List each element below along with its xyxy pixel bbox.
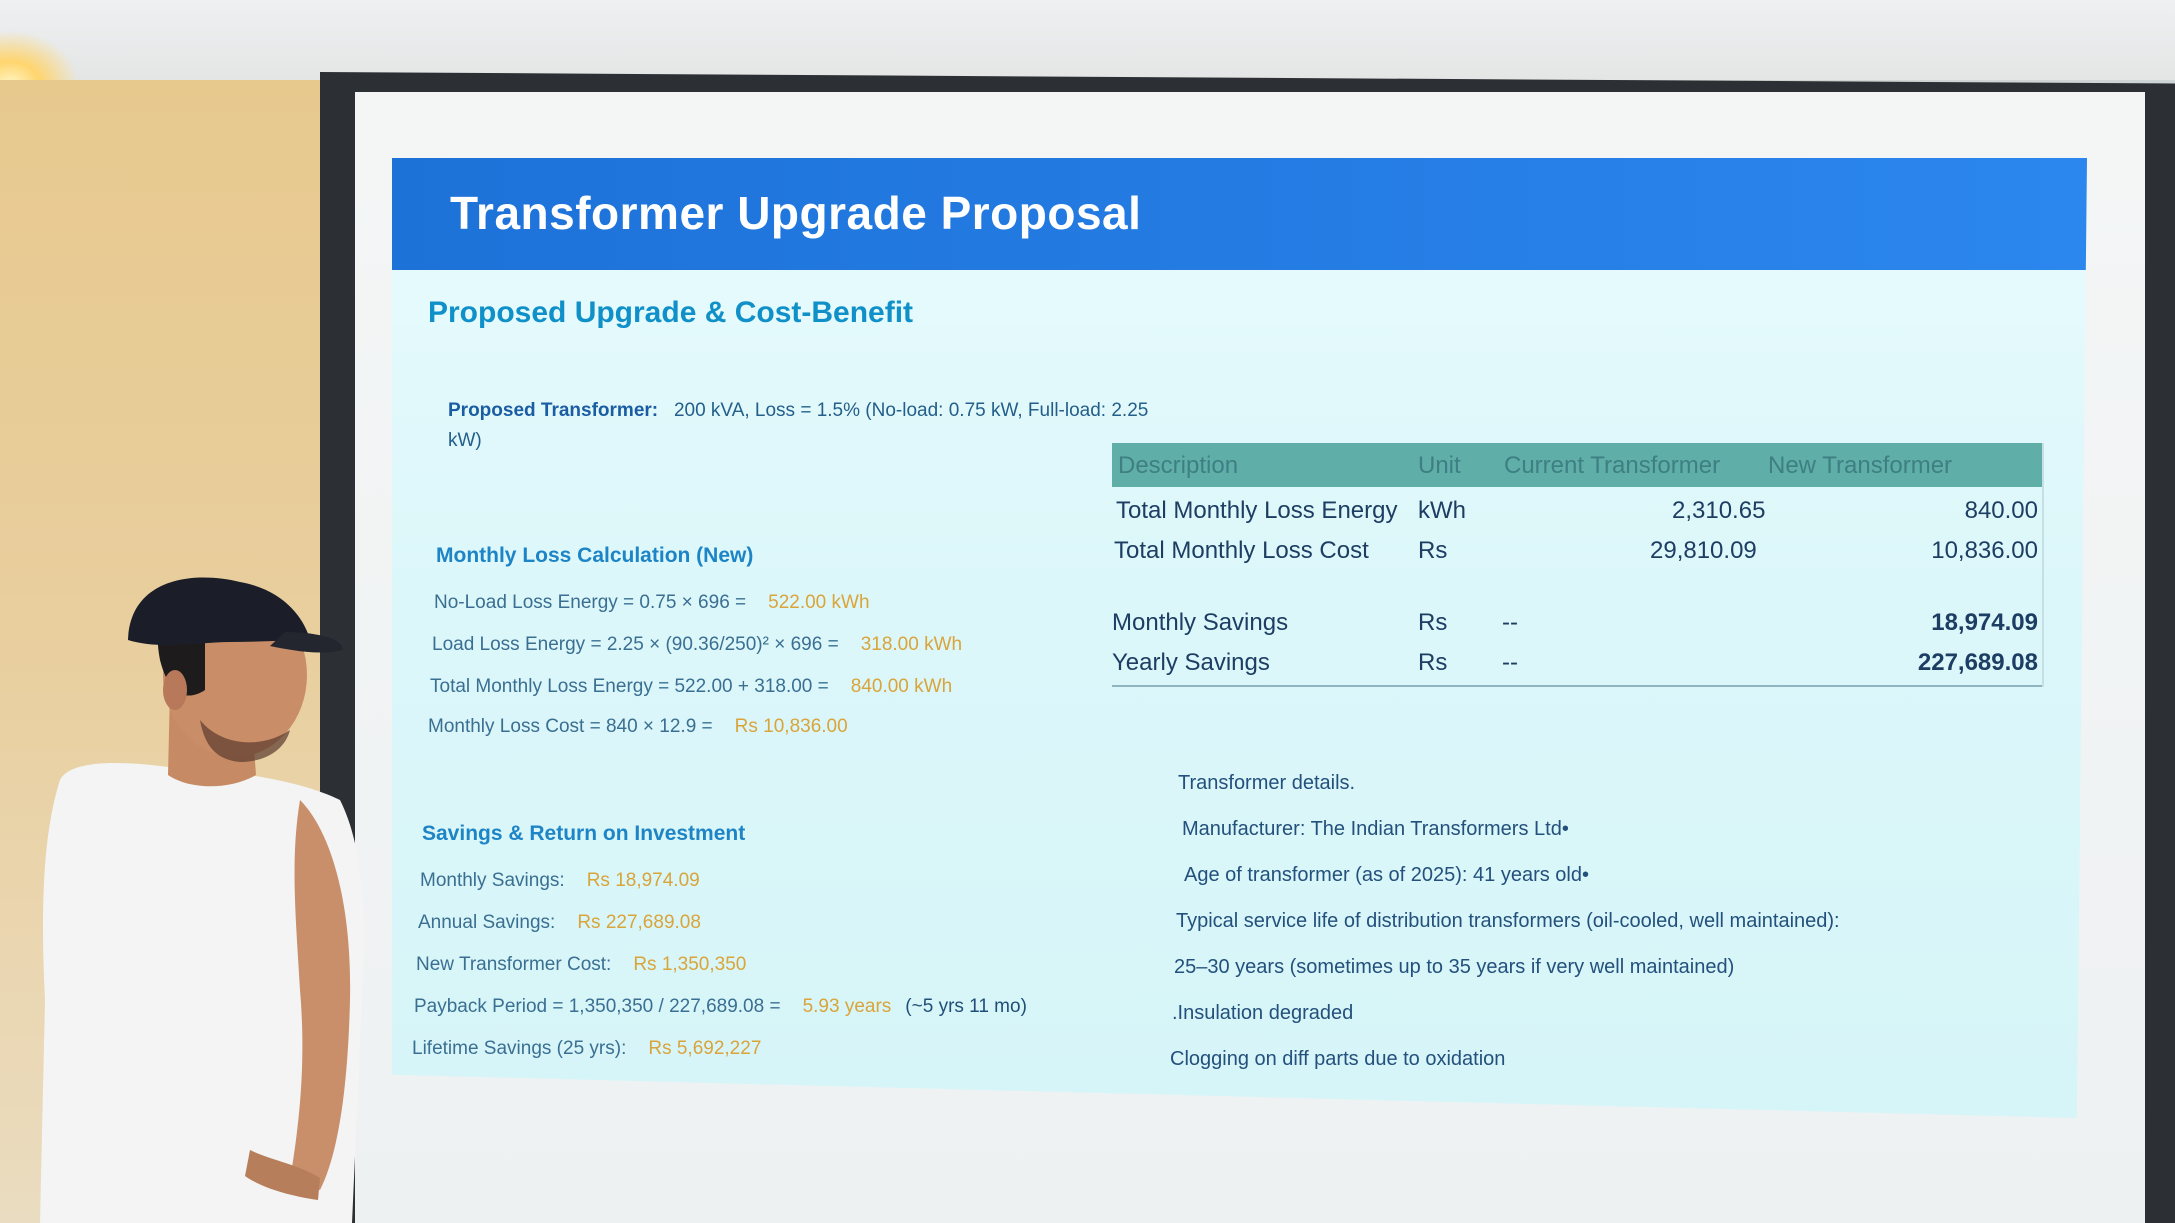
calc-line: Monthly Loss Cost = 840 × 12.9 = Rs 10,83… — [428, 716, 848, 737]
title-bar: Transformer Upgrade Proposal — [392, 158, 2087, 270]
ceiling — [0, 0, 2175, 80]
table-header-cell: Current Transformer — [1504, 452, 1721, 479]
table-row: Total Monthly Loss Energy kWh 2,310.65 8… — [1116, 497, 2038, 524]
table-header-cell: Description — [1118, 452, 1239, 479]
calc-line: No-Load Loss Energy = 0.75 × 696 = 522.00… — [434, 592, 870, 613]
table-row: Total Monthly Loss Cost Rs 29,810.09 10,… — [1114, 537, 2038, 564]
savings-line: Lifetime Savings (25 yrs): Rs 5,692,227 — [412, 1038, 762, 1059]
table-header: Description Unit Current Transformer New… — [1112, 443, 2044, 487]
presenter — [40, 577, 364, 1223]
cap-brim — [270, 632, 343, 653]
savings-line: Payback Period = 1,350,350 / 227,689.08 … — [414, 996, 1027, 1017]
proposed-transformer: Proposed Transformer: 200 kVA, Loss = 1.… — [448, 396, 1178, 456]
presenter-ear — [163, 670, 187, 710]
details-line: Age of transformer (as of 2025): 41 year… — [1184, 864, 1589, 886]
presenter-arm — [290, 800, 351, 1190]
savings-heading: Savings & Return on Investment — [422, 822, 746, 845]
table-right-rule — [2042, 443, 2044, 687]
details-line: Clogging on diff parts due to oxidation — [1170, 1048, 1506, 1070]
table-bottom-rule — [1112, 685, 2044, 687]
table-header-cell: Unit — [1418, 452, 1461, 479]
savings-line: Monthly Savings: Rs 18,974.09 — [420, 870, 700, 891]
proposed-label: Proposed Transformer: — [448, 400, 659, 421]
calc-line: Load Loss Energy = 2.25 × (90.36/250)² ×… — [432, 634, 963, 655]
slide-subtitle: Proposed Upgrade & Cost-Benefit — [428, 296, 914, 329]
details-heading: Transformer details. — [1178, 772, 1356, 794]
monthly-loss-heading: Monthly Loss Calculation (New) — [436, 544, 754, 567]
presenter-shirt — [40, 763, 364, 1223]
details-line: Manufacturer: The Indian Transformers Lt… — [1182, 818, 1569, 840]
table-row: Yearly Savings Rs -- 227,689.08 — [1112, 649, 2038, 676]
slide-title: Transformer Upgrade Proposal — [450, 187, 1142, 239]
details-line: .Insulation degraded — [1172, 1002, 1354, 1024]
details-line: 25–30 years (sometimes up to 35 years if… — [1174, 956, 1735, 978]
calc-line: Total Monthly Loss Energy = 522.00 + 318… — [430, 676, 953, 697]
presenter-arm — [245, 1150, 320, 1200]
cap-icon — [128, 577, 310, 646]
details-line: Typical service life of distribution tra… — [1176, 910, 1840, 932]
proposed-text: 200 kVA, Loss = 1.5% (No-load: 0.75 kW, … — [448, 400, 1149, 451]
savings-line: Annual Savings: Rs 227,689.08 — [418, 912, 701, 933]
savings-line: New Transformer Cost: Rs 1,350,350 — [416, 954, 747, 975]
presenter-beard — [200, 720, 290, 762]
table-row: Monthly Savings Rs -- 18,974.09 — [1112, 609, 2038, 636]
presentation-slide: Transformer Upgrade Proposal Proposed Up… — [392, 158, 2087, 1118]
table-header-cell: New Transformer — [1768, 452, 1953, 479]
